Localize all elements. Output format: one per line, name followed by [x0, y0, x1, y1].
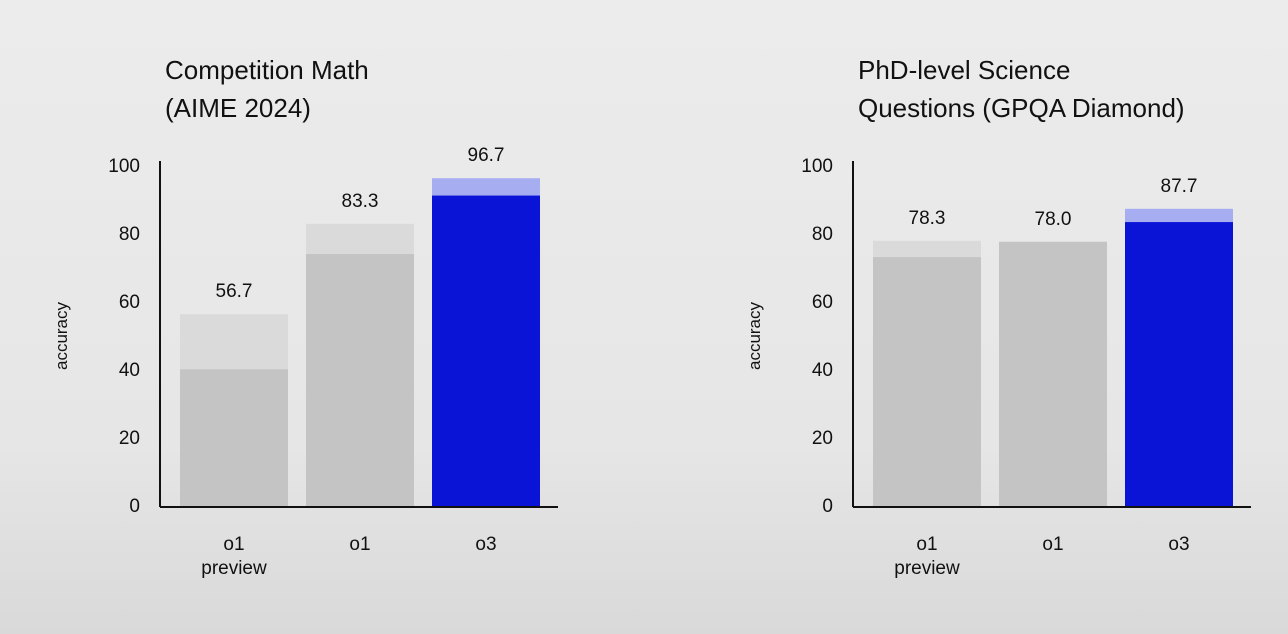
- bar: [999, 241, 1107, 508]
- x-tick-label: o3: [1168, 534, 1190, 555]
- y-axis-label: accuracy: [745, 301, 764, 371]
- x-tick-label: o1: [1042, 534, 1064, 555]
- value-label: 87.7: [1160, 175, 1198, 197]
- y-tick-label: 20: [118, 428, 140, 449]
- value-label: 78.3: [908, 207, 946, 229]
- bar: [873, 257, 981, 507]
- y-tick-label: 80: [118, 224, 140, 245]
- bar: [1125, 222, 1233, 507]
- chart-title: PhD-level Science: [858, 55, 1071, 85]
- bar: [306, 254, 414, 507]
- x-tick-label: o1 preview: [201, 534, 267, 579]
- y-axis-label: accuracy: [52, 301, 71, 371]
- value-label: 83.3: [341, 190, 379, 212]
- y-tick-label: 80: [811, 224, 833, 245]
- value-label: 96.7: [467, 145, 505, 167]
- y-tick-label: 40: [811, 360, 833, 381]
- bar: [432, 195, 540, 507]
- y-tick-label: 0: [822, 496, 833, 517]
- x-tick-label: o1: [349, 534, 371, 555]
- value-label: 56.7: [215, 281, 253, 303]
- y-tick-label: 100: [108, 156, 140, 177]
- x-tick-label: o3: [475, 534, 497, 555]
- value-label: 78.0: [1034, 208, 1072, 230]
- y-tick-label: 0: [129, 496, 140, 517]
- chart-title: Questions (GPQA Diamond): [858, 93, 1185, 123]
- x-tick-label: o1 preview: [894, 534, 960, 579]
- bar: [180, 369, 288, 507]
- y-tick-label: 60: [811, 292, 833, 313]
- y-tick-label: 100: [801, 156, 833, 177]
- y-tick-label: 40: [118, 360, 140, 381]
- y-tick-label: 20: [811, 428, 833, 449]
- y-tick-label: 60: [118, 292, 140, 313]
- chart-title: (AIME 2024): [165, 93, 311, 123]
- chart-title: Competition Math: [165, 55, 369, 85]
